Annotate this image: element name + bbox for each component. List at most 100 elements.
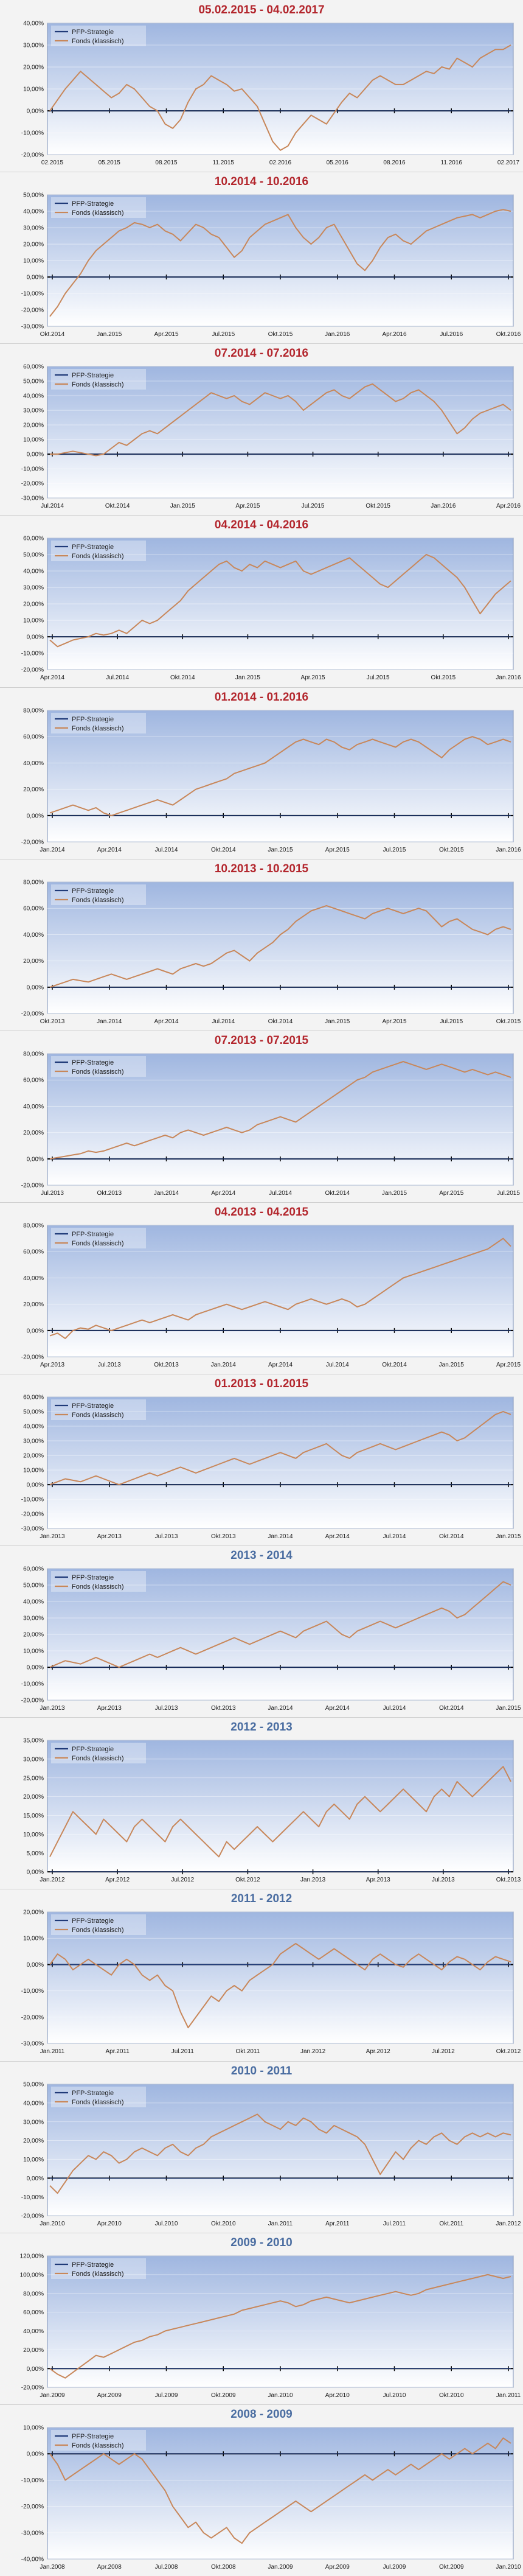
panel-divider <box>0 343 523 345</box>
y-tick-label: -10,00% <box>21 1681 44 1688</box>
y-tick-label: 0,00% <box>27 984 44 991</box>
y-tick-label: 40,00% <box>23 209 44 215</box>
x-tick-label: Jan.2014 <box>268 1705 293 1712</box>
y-tick-label: 60,00% <box>23 733 44 740</box>
chart-title: 01.2013 - 01.2015 <box>214 1377 309 1391</box>
plot-area <box>47 710 514 842</box>
y-tick-label: 0,00% <box>27 2365 44 2372</box>
y-tick-label: 10,00% <box>23 1936 44 1942</box>
chart-title: 04.2014 - 04.2016 <box>214 519 309 532</box>
plot-area <box>47 1053 514 1186</box>
fund-series-line <box>49 209 511 317</box>
legend-fund-label: Fonds (klassisch) <box>72 897 124 904</box>
x-tick-label: Jul.2014 <box>212 1018 235 1025</box>
x-tick-label: Apr.2010 <box>325 2392 350 2399</box>
legend <box>51 1743 146 1764</box>
fund-series-line <box>49 554 511 648</box>
x-tick-label: Jan.2014 <box>211 1362 237 1368</box>
x-tick-label: Okt.2014 <box>40 331 65 338</box>
x-tick-label: Okt.2014 <box>211 847 236 853</box>
x-tick-label: 02.2016 <box>269 159 292 166</box>
y-tick-label: -40,00% <box>21 2556 44 2563</box>
line-chart: 80,00%60,00%40,00%20,00%0,00%-20,00%Okt.… <box>21 879 521 1025</box>
y-tick-label: 10,00% <box>23 2157 44 2163</box>
legend-strategy-label: PFP-Strategie <box>72 2433 114 2440</box>
y-tick-label: 100,00% <box>20 2272 44 2278</box>
legend-fund-label: Fonds (klassisch) <box>72 2270 124 2278</box>
x-tick-label: Okt.2009 <box>439 2564 464 2571</box>
plot-area <box>47 2255 514 2388</box>
x-tick-label: Jul.2014 <box>269 1190 292 1197</box>
x-tick-label: Jul.2014 <box>383 1705 406 1712</box>
x-tick-label: Okt.2013 <box>40 1018 65 1025</box>
x-tick-label: 05.2015 <box>99 159 121 166</box>
x-tick-label: Jul.2010 <box>383 2392 406 2399</box>
fund-series-line <box>49 2273 511 2379</box>
x-tick-label: Okt.2010 <box>211 2221 236 2227</box>
x-tick-label: Jan.2015 <box>170 503 196 509</box>
chart-panel: 2013 - 2014 60,00% 50,00% 40,00% 30,00% 20,00… <box>0 1545 523 1718</box>
line-chart: 60,00% 50,00% 40,00% 30,00% 20,00% 10,00% 0,00… <box>21 536 521 682</box>
legend <box>51 712 146 733</box>
x-tick-label: Jan.2010 <box>40 2221 65 2227</box>
y-tick-label: 20,00% <box>23 1453 44 1460</box>
chart-title: 2008 - 2009 <box>230 2407 293 2421</box>
y-tick-label: 60,00% <box>23 1077 44 1084</box>
chart-panel: 04.2013 - 04.2015 80,00% 60,00% 40,00% 20,00… <box>0 1202 523 1374</box>
chart-title: 07.2013 - 07.2015 <box>214 1034 309 1047</box>
chart-panel: 2009 - 2010 120,00% 100,00% 80,00% 60,00% 40,… <box>0 2232 523 2404</box>
x-tick-label: 08.2015 <box>155 159 178 166</box>
y-tick-label: -20,00% <box>21 2015 44 2021</box>
y-tick-label: 20,00% <box>23 65 44 71</box>
x-tick-label: Apr.2013 <box>97 1533 122 1540</box>
x-tick-label: Okt.2013 <box>496 1877 521 1883</box>
y-tick-label: 0,00% <box>27 1962 44 1969</box>
y-tick-label: 50,00% <box>23 379 44 385</box>
x-tick-label: Jan.2016 <box>496 675 521 682</box>
line-chart: 80,00%60,00%40,00%20,00%0,00%-20,00%Apr.… <box>21 1222 521 1368</box>
y-tick-label: -20,00% <box>21 1511 44 1518</box>
legend-fund-label: Fonds (klassisch) <box>72 381 124 388</box>
y-tick-label: 20,00% <box>23 1301 44 1308</box>
y-tick-label: -20,00% <box>21 2504 44 2510</box>
y-tick-label: 30,00% <box>23 585 44 592</box>
x-tick-label: Jul.2009 <box>155 2392 178 2399</box>
y-tick-label: 60,00% <box>23 1395 44 1401</box>
x-tick-label: Apr.2015 <box>325 847 350 853</box>
y-tick-label: 10,00% <box>23 2424 44 2431</box>
y-tick-label: 0,00% <box>27 813 44 819</box>
x-tick-label: Okt.2015 <box>496 1018 521 1025</box>
x-tick-label: Jan.2015 <box>382 1190 407 1197</box>
line-chart: 80,00% 60,00% 40,00% 20,00% 0,00% -20,00% Jan.… <box>21 707 521 853</box>
legend-fund-label: Fonds (klassisch) <box>72 1240 124 1247</box>
y-tick-label: -20,00% <box>21 2384 44 2391</box>
y-tick-label: -10,00% <box>21 1497 44 1503</box>
fund-series-line <box>49 1943 511 2029</box>
x-tick-label: Apr.2015 <box>439 1190 463 1197</box>
plot-area <box>47 881 514 1014</box>
chart-title: 04.2013 - 04.2015 <box>214 1205 309 1219</box>
x-tick-label: Apr.2011 <box>325 2221 350 2227</box>
legend-fund-label: Fonds (klassisch) <box>72 38 124 45</box>
y-tick-label: 20,00% <box>23 1794 44 1801</box>
x-tick-label: 11.2015 <box>213 159 235 166</box>
legend-strategy-label: PFP-Strategie <box>72 372 114 379</box>
x-tick-label: Jan.2010 <box>496 2564 521 2571</box>
legend <box>51 2258 146 2279</box>
y-tick-label: -20,00% <box>21 152 44 159</box>
y-tick-label: -10,00% <box>21 651 44 657</box>
legend-fund-label: Fonds (klassisch) <box>72 1068 124 1076</box>
x-tick-label: Jul.2014 <box>106 675 129 682</box>
x-tick-label: Apr.2008 <box>97 2564 122 2571</box>
x-tick-label: 02.2017 <box>497 159 520 166</box>
x-tick-label: Okt.2015 <box>268 331 293 338</box>
legend <box>51 26 146 46</box>
y-tick-label: -10,00% <box>21 130 44 137</box>
y-tick-label: 30,00% <box>23 1438 44 1445</box>
fund-series-line <box>49 1581 511 1668</box>
y-tick-label: 0,00% <box>27 452 44 458</box>
y-tick-label: 80,00% <box>23 2291 44 2297</box>
x-tick-label: 02.2015 <box>41 159 64 166</box>
x-tick-label: Jul.2013 <box>98 1362 121 1368</box>
x-tick-label: Jan.2012 <box>496 2221 521 2227</box>
